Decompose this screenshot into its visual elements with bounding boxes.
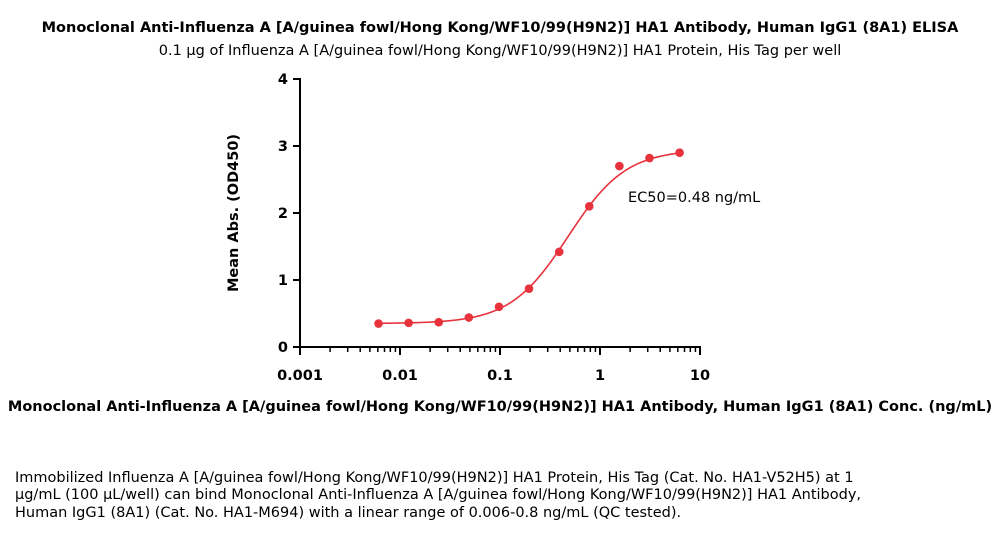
data-point bbox=[675, 148, 684, 157]
data-point bbox=[524, 284, 534, 294]
data-point bbox=[494, 302, 504, 312]
y-tick-label: 4 bbox=[278, 72, 288, 88]
data-point bbox=[404, 318, 413, 328]
ec50-annotation: EC50=0.48 ng/mL bbox=[628, 190, 760, 206]
description-text: Immobilized Influenza A [A/guinea fowl/H… bbox=[15, 470, 985, 522]
x-tick-label: 0.001 bbox=[277, 368, 323, 384]
description-line: μg/mL (100 μL/well) can bind Monoclonal … bbox=[15, 487, 862, 504]
y-tick-label: 2 bbox=[278, 206, 288, 222]
data-point bbox=[374, 319, 383, 328]
y-tick-label: 3 bbox=[278, 139, 288, 155]
y-axis-label: Mean Abs. (OD450) bbox=[226, 134, 242, 292]
y-tick-label: 0 bbox=[278, 340, 288, 356]
data-point bbox=[554, 247, 564, 257]
chart-title: Monoclonal Anti-Influenza A [A/guinea fo… bbox=[41, 20, 959, 36]
x-tick-label: 0.1 bbox=[487, 368, 513, 384]
description-line: Immobilized Influenza A [A/guinea fowl/H… bbox=[15, 470, 854, 486]
data-point bbox=[434, 317, 444, 327]
data-point bbox=[464, 313, 474, 322]
x-tick-label: 0.01 bbox=[382, 368, 418, 384]
data-point bbox=[615, 161, 624, 171]
x-axis-label: Monoclonal Anti-Influenza A [A/guinea fo… bbox=[7, 399, 993, 415]
chart-subtitle: 0.1 μg of Influenza A [A/guinea fowl/Hon… bbox=[158, 43, 842, 59]
x-tick-label: 10 bbox=[690, 368, 710, 384]
x-tick-label: 1 bbox=[595, 368, 605, 384]
description-line: Human IgG1 (8A1) (Cat. No. HA1-M694) wit… bbox=[15, 504, 682, 521]
data-point bbox=[584, 202, 594, 211]
y-tick-label: 1 bbox=[278, 273, 288, 289]
data-point bbox=[645, 153, 654, 163]
fit-curve bbox=[378, 152, 680, 325]
